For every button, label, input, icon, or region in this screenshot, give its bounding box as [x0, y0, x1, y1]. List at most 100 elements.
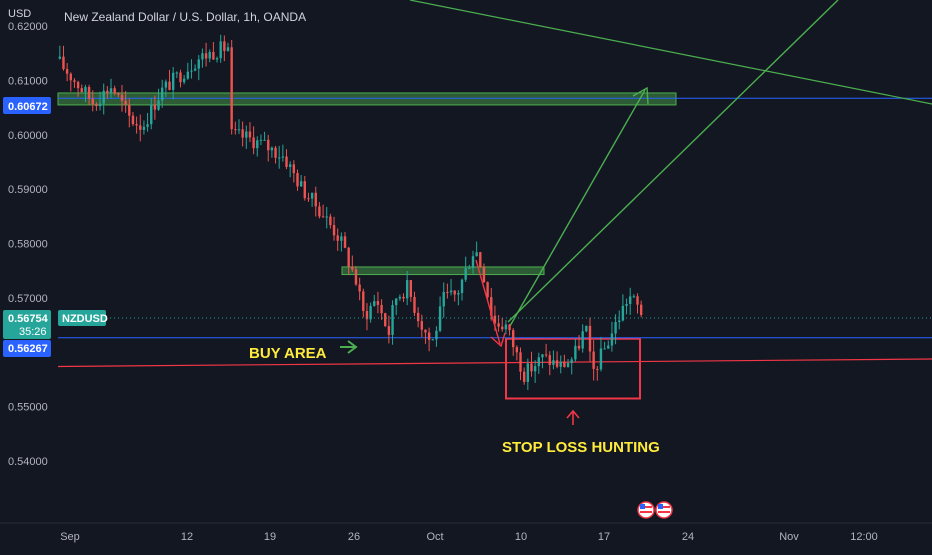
red-support-line[interactable] — [57, 358, 932, 368]
candle — [431, 338, 434, 341]
candle — [398, 294, 402, 301]
x-tick-label: 17 — [598, 531, 610, 543]
candle — [241, 121, 244, 147]
bar-countdown: 35:26 — [19, 326, 47, 338]
candle — [171, 66, 175, 100]
candle — [182, 75, 186, 85]
candle — [193, 64, 197, 72]
lower-level-price: 0.56267 — [8, 343, 48, 355]
candle — [639, 300, 643, 318]
candle — [391, 300, 394, 345]
candle — [548, 351, 551, 376]
candle — [84, 84, 87, 103]
candle — [427, 327, 431, 352]
candle — [179, 69, 182, 88]
candle — [610, 321, 614, 352]
candle — [215, 56, 219, 63]
candle — [157, 88, 160, 111]
x-tick-label: 26 — [348, 531, 360, 543]
candles — [58, 34, 643, 390]
x-tick-label: Sep — [60, 531, 80, 543]
symbol-label: NZDUSD — [62, 313, 108, 325]
candle — [522, 367, 526, 385]
candle — [263, 131, 266, 141]
target-zone[interactable] — [57, 92, 677, 106]
candle — [424, 329, 427, 344]
us-flag-icon[interactable] — [655, 501, 673, 519]
candle — [413, 291, 416, 316]
candle — [212, 42, 215, 60]
us-flag-icon[interactable] — [637, 501, 655, 519]
candle — [87, 84, 91, 106]
candle — [135, 116, 138, 134]
x-tick-label: 10 — [515, 531, 527, 543]
candle — [592, 340, 595, 381]
candle — [442, 282, 445, 318]
candle — [632, 294, 636, 298]
candle — [281, 144, 285, 162]
y-tick-label: 0.61000 — [8, 75, 48, 87]
candle — [139, 114, 142, 142]
x-axis[interactable]: Sep 12 19 26 Oct 10 17 24 Nov 12:00 — [60, 531, 878, 543]
candle — [468, 264, 471, 270]
candle — [186, 62, 189, 80]
candle — [530, 351, 533, 377]
candle — [310, 192, 314, 207]
candle — [358, 277, 361, 301]
candle — [475, 241, 478, 257]
candle — [365, 303, 369, 331]
candle — [533, 360, 537, 383]
candle — [512, 328, 515, 356]
stop-loss-box[interactable] — [505, 337, 641, 400]
green-descending-trendline[interactable] — [409, 0, 932, 105]
candle — [106, 86, 109, 99]
green-target-arrowhead — [632, 86, 649, 105]
candle — [504, 319, 508, 335]
green-projection-line[interactable] — [507, 0, 839, 323]
candle — [570, 357, 573, 375]
candle — [120, 84, 124, 112]
candle — [329, 213, 332, 229]
candle — [296, 169, 299, 191]
candle — [405, 270, 409, 306]
candle — [274, 145, 277, 164]
candle — [117, 92, 120, 98]
candle — [395, 298, 398, 316]
candle — [552, 350, 555, 370]
candle — [91, 90, 94, 112]
candle — [190, 59, 193, 79]
candle — [65, 63, 69, 82]
candle — [131, 112, 135, 127]
candle — [438, 296, 442, 333]
resistance-zone[interactable] — [341, 266, 545, 276]
candle — [153, 95, 157, 120]
y-tick-label: 0.59000 — [8, 184, 48, 196]
x-tick-label: 19 — [264, 531, 276, 543]
candle — [62, 45, 65, 71]
candle — [124, 91, 127, 113]
candle — [318, 202, 321, 219]
candle — [234, 121, 237, 135]
candle — [555, 351, 559, 369]
x-tick-label: 24 — [682, 531, 694, 543]
y-tick-label: 0.62000 — [8, 21, 48, 33]
red-drop-arrow[interactable] — [475, 259, 501, 345]
buy-area-label: BUY AREA — [249, 345, 327, 362]
candle — [314, 186, 317, 217]
candle — [237, 119, 241, 135]
currency-label: USD — [8, 8, 31, 20]
candle — [146, 112, 149, 132]
candle — [142, 120, 146, 135]
candle — [460, 278, 464, 301]
current-price-value: 0.56754 — [8, 313, 49, 325]
candle — [347, 246, 350, 275]
candle — [321, 204, 325, 218]
candle — [435, 326, 438, 347]
green-target-arrow[interactable] — [509, 89, 646, 327]
candle — [380, 299, 383, 320]
candle — [369, 302, 372, 323]
y-tick-label: 0.57000 — [8, 293, 48, 305]
candle — [168, 69, 171, 91]
